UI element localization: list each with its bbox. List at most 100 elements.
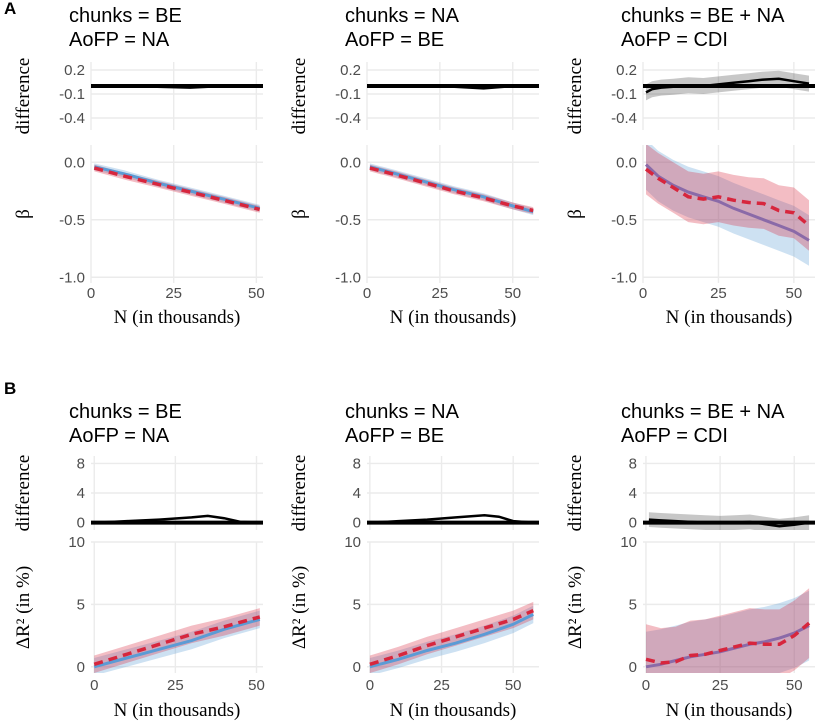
x-axis-label: N (in thousands) xyxy=(390,700,517,721)
y-tick-label: 0.2 xyxy=(340,62,361,79)
y-tick-label: 0.2 xyxy=(64,62,85,79)
main-subplot: 10 5 0 ΔR² (in %) xyxy=(13,534,263,676)
plot-marks xyxy=(367,84,539,90)
y-axis-label: difference xyxy=(13,58,34,135)
blue-ci-band xyxy=(94,610,260,673)
panel-title-line: chunks = NA xyxy=(345,401,460,423)
difference-line xyxy=(94,84,260,89)
y-tick-label: 0 xyxy=(77,659,85,676)
plot-background xyxy=(643,542,815,673)
y-axis-label: difference xyxy=(13,455,34,532)
panel-title-line: AoFP = CDI xyxy=(621,425,728,447)
main-subplot: 0.0 -0.5 -1.0 β xyxy=(289,145,539,286)
y-tick-label: -0.1 xyxy=(611,86,637,103)
x-axis-label: N (in thousands) xyxy=(114,700,241,721)
y-axis-label: difference xyxy=(565,58,586,135)
blue-series-line xyxy=(93,617,261,669)
x-tick-label: 25 xyxy=(167,677,184,694)
difference-line xyxy=(97,514,260,524)
y-tick-label: 8 xyxy=(629,455,637,472)
red-series-dashed-line xyxy=(369,608,535,666)
y-tick-label: 0.0 xyxy=(616,154,637,171)
x-axis-label: N (in thousands) xyxy=(666,307,793,328)
panel-title-line: chunks = BE xyxy=(69,5,182,27)
red-series-dashed-line xyxy=(93,615,261,666)
plot-marks xyxy=(643,512,815,530)
plot-marks xyxy=(369,601,535,673)
x-tick-label: 0 xyxy=(90,677,98,694)
x-tick-label: 50 xyxy=(248,285,265,302)
y-axis-label: difference xyxy=(289,455,310,532)
blue-series-line xyxy=(369,165,534,214)
y-tick-label: -0.1 xyxy=(335,86,361,103)
main-subplot: 10 5 0 ΔR² (in %) xyxy=(289,534,539,676)
y-tick-label: -0.4 xyxy=(335,110,361,127)
panel-title-line: chunks = BE + NA xyxy=(621,5,785,27)
main-subplot: 10 5 0 ΔR² (in %) xyxy=(565,534,815,676)
x-tick-label: 50 xyxy=(504,285,521,302)
y-tick-label: 0 xyxy=(353,515,361,532)
y-tick-label: 8 xyxy=(353,455,361,472)
plot-marks xyxy=(643,70,815,101)
x-tick-label: 0 xyxy=(639,285,647,302)
y-tick-label: -1.0 xyxy=(611,269,637,286)
plot-background xyxy=(643,145,815,283)
panel-title-line: chunks = BE xyxy=(69,401,182,423)
plot-marks xyxy=(367,513,539,525)
y-tick-label: 0 xyxy=(77,515,85,532)
difference-line xyxy=(648,518,810,528)
difference-subplot: 8 4 0 difference xyxy=(289,455,539,532)
x-axis-label: N (in thousands) xyxy=(666,700,793,721)
plot-background xyxy=(367,145,539,283)
difference-line xyxy=(372,513,534,524)
x-tick-label: 50 xyxy=(505,677,522,694)
y-tick-label: -0.4 xyxy=(59,110,85,127)
x-tick-label: 0 xyxy=(642,677,650,694)
x-axis-label: N (in thousands) xyxy=(390,307,517,328)
y-tick-label: 5 xyxy=(77,596,85,613)
y-axis-label: β xyxy=(289,209,310,219)
y-tick-label: 0 xyxy=(353,659,361,676)
y-tick-label: 4 xyxy=(77,485,85,502)
difference-subplot: 0.2 -0.1 -0.4 difference xyxy=(289,58,539,135)
blue-series-line xyxy=(369,613,534,669)
panel-title-line: AoFP = NA xyxy=(69,29,170,51)
main-subplot: 0.0 -0.5 -1.0 β xyxy=(13,145,263,286)
y-tick-label: 4 xyxy=(353,485,361,502)
y-tick-label: 5 xyxy=(629,596,637,613)
y-axis-label: difference xyxy=(289,58,310,135)
y-tick-label: 10 xyxy=(344,534,361,551)
y-axis-label: difference xyxy=(565,455,586,532)
y-axis-label: β xyxy=(13,209,34,219)
plot-background xyxy=(91,542,263,673)
y-tick-label: -0.1 xyxy=(59,86,85,103)
panel-title-line: chunks = NA xyxy=(345,5,460,27)
x-tick-label: 25 xyxy=(710,285,727,302)
red-series-dashed-line xyxy=(93,166,261,212)
plot-marks xyxy=(645,588,811,673)
difference-subplot: 8 4 0 difference xyxy=(565,455,815,532)
plot-marks xyxy=(644,145,811,266)
y-tick-label: 10 xyxy=(620,534,637,551)
difference-subplot: 0.2 -0.1 -0.4 difference xyxy=(13,58,263,135)
plot-marks xyxy=(91,514,263,525)
x-tick-label: 50 xyxy=(786,285,803,302)
x-tick-label: 25 xyxy=(712,677,729,694)
difference-line xyxy=(369,84,534,90)
x-axis-label: N (in thousands) xyxy=(114,307,241,328)
x-tick-label: 0 xyxy=(87,285,95,302)
panel-title-line: AoFP = NA xyxy=(69,425,170,447)
blue-ci-band xyxy=(646,590,810,673)
x-tick-label: 50 xyxy=(248,677,265,694)
y-tick-label: -0.5 xyxy=(59,212,85,229)
plot-marks xyxy=(93,163,261,213)
x-tick-label: 0 xyxy=(363,285,371,302)
main-subplot: 0.0 -0.5 -1.0 β xyxy=(565,145,815,286)
red-ci-band xyxy=(646,588,810,673)
